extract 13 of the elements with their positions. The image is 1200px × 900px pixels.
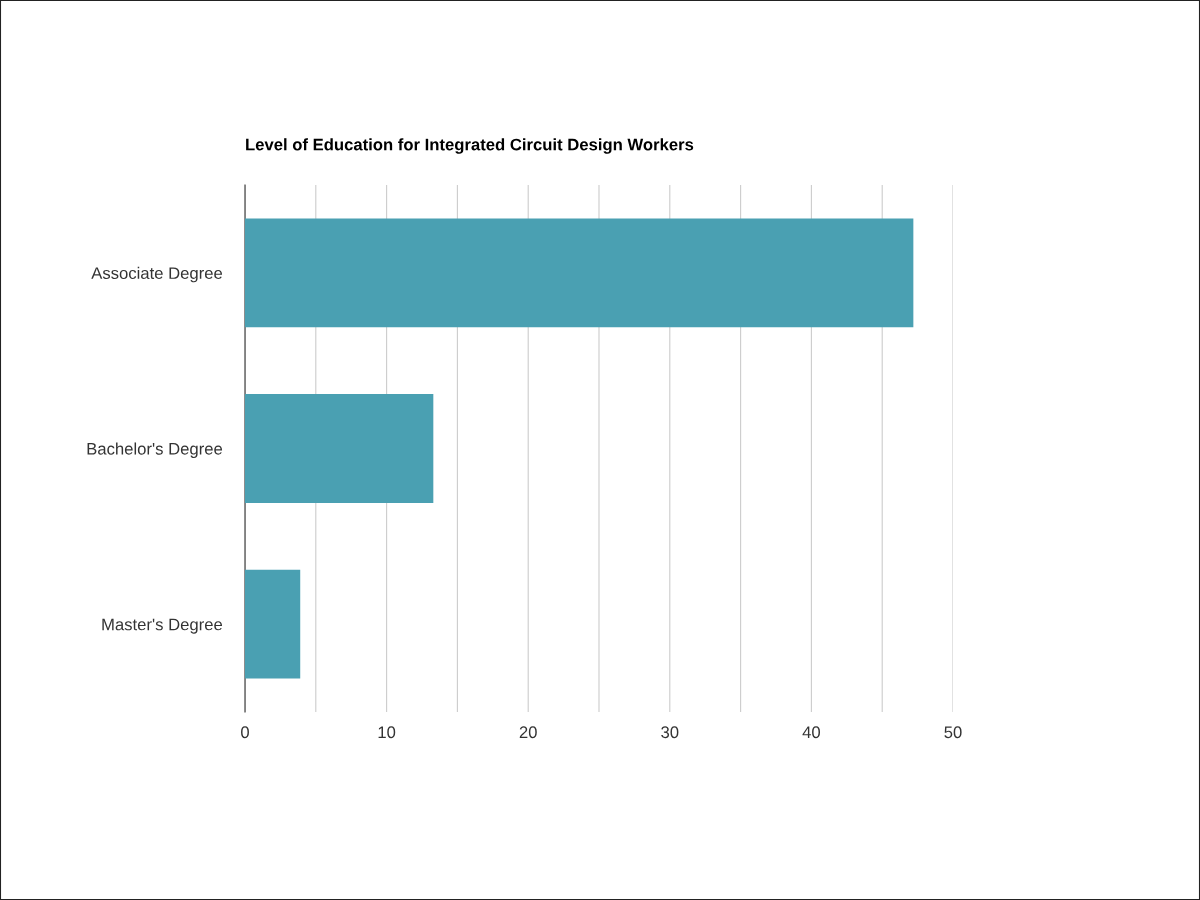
x-tick-label: 10 [378,726,396,739]
y-tick-label: Associate Degree [91,266,223,283]
bar [245,394,434,503]
bar [245,218,914,328]
x-tick-label: 0 [241,726,249,739]
x-tick-label: 30 [661,726,679,739]
y-tick-label: Bachelor's Degree [87,442,223,458]
bar [245,569,301,679]
x-tick-label: 20 [519,726,537,739]
y-tick-label: Master's Degree [102,618,223,634]
x-tick-label: 40 [802,726,821,739]
x-tick-label: 50 [944,726,962,739]
chart-title: Level of Education for Integrated Circuit Design Workers [246,138,694,154]
